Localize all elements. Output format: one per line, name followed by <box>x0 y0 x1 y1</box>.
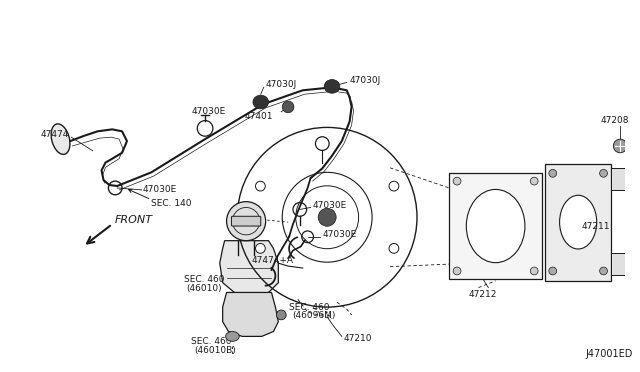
Ellipse shape <box>225 331 239 341</box>
Circle shape <box>389 244 399 253</box>
Text: 47212: 47212 <box>468 290 497 299</box>
Circle shape <box>531 177 538 185</box>
Bar <box>449 173 542 279</box>
Circle shape <box>282 101 294 113</box>
Text: (46010): (46010) <box>186 284 222 293</box>
Circle shape <box>453 267 461 275</box>
Ellipse shape <box>51 124 70 154</box>
Text: SEC. 460: SEC. 460 <box>191 337 232 346</box>
Text: SEC. 460: SEC. 460 <box>289 302 330 312</box>
Text: 47211: 47211 <box>582 222 611 231</box>
Text: 47030E: 47030E <box>191 107 226 116</box>
Text: 47030J: 47030J <box>349 76 381 85</box>
Text: 47474+A: 47474+A <box>252 256 294 265</box>
Text: (46010B): (46010B) <box>195 346 236 355</box>
Circle shape <box>255 244 265 253</box>
Text: 47210: 47210 <box>344 334 372 343</box>
Text: FRONT: FRONT <box>115 215 152 225</box>
Polygon shape <box>223 292 278 336</box>
Ellipse shape <box>324 80 340 93</box>
Circle shape <box>613 139 627 153</box>
Text: 47208: 47208 <box>600 116 629 125</box>
FancyBboxPatch shape <box>232 216 260 226</box>
FancyBboxPatch shape <box>611 253 629 275</box>
Circle shape <box>549 169 557 177</box>
Ellipse shape <box>253 95 269 109</box>
Text: 47474: 47474 <box>41 130 69 139</box>
Ellipse shape <box>467 189 525 263</box>
FancyBboxPatch shape <box>545 164 611 281</box>
Text: 47030E: 47030E <box>143 185 177 195</box>
Circle shape <box>227 202 266 241</box>
FancyBboxPatch shape <box>611 169 629 190</box>
Text: (46096M): (46096M) <box>292 311 335 320</box>
Circle shape <box>531 267 538 275</box>
Text: SEC. 460: SEC. 460 <box>184 275 224 284</box>
Text: 47030J: 47030J <box>266 80 297 89</box>
Text: 47030E: 47030E <box>323 230 356 239</box>
Ellipse shape <box>276 310 286 320</box>
Ellipse shape <box>559 195 596 249</box>
Text: J47001ED: J47001ED <box>586 349 634 359</box>
Text: SEC. 140: SEC. 140 <box>152 199 192 208</box>
Polygon shape <box>220 241 278 295</box>
Text: 47030E: 47030E <box>312 201 347 210</box>
Circle shape <box>600 169 607 177</box>
Circle shape <box>318 208 336 226</box>
Circle shape <box>389 181 399 191</box>
Circle shape <box>255 181 265 191</box>
Circle shape <box>549 267 557 275</box>
Text: 47401: 47401 <box>244 112 273 121</box>
Circle shape <box>453 177 461 185</box>
Circle shape <box>600 267 607 275</box>
